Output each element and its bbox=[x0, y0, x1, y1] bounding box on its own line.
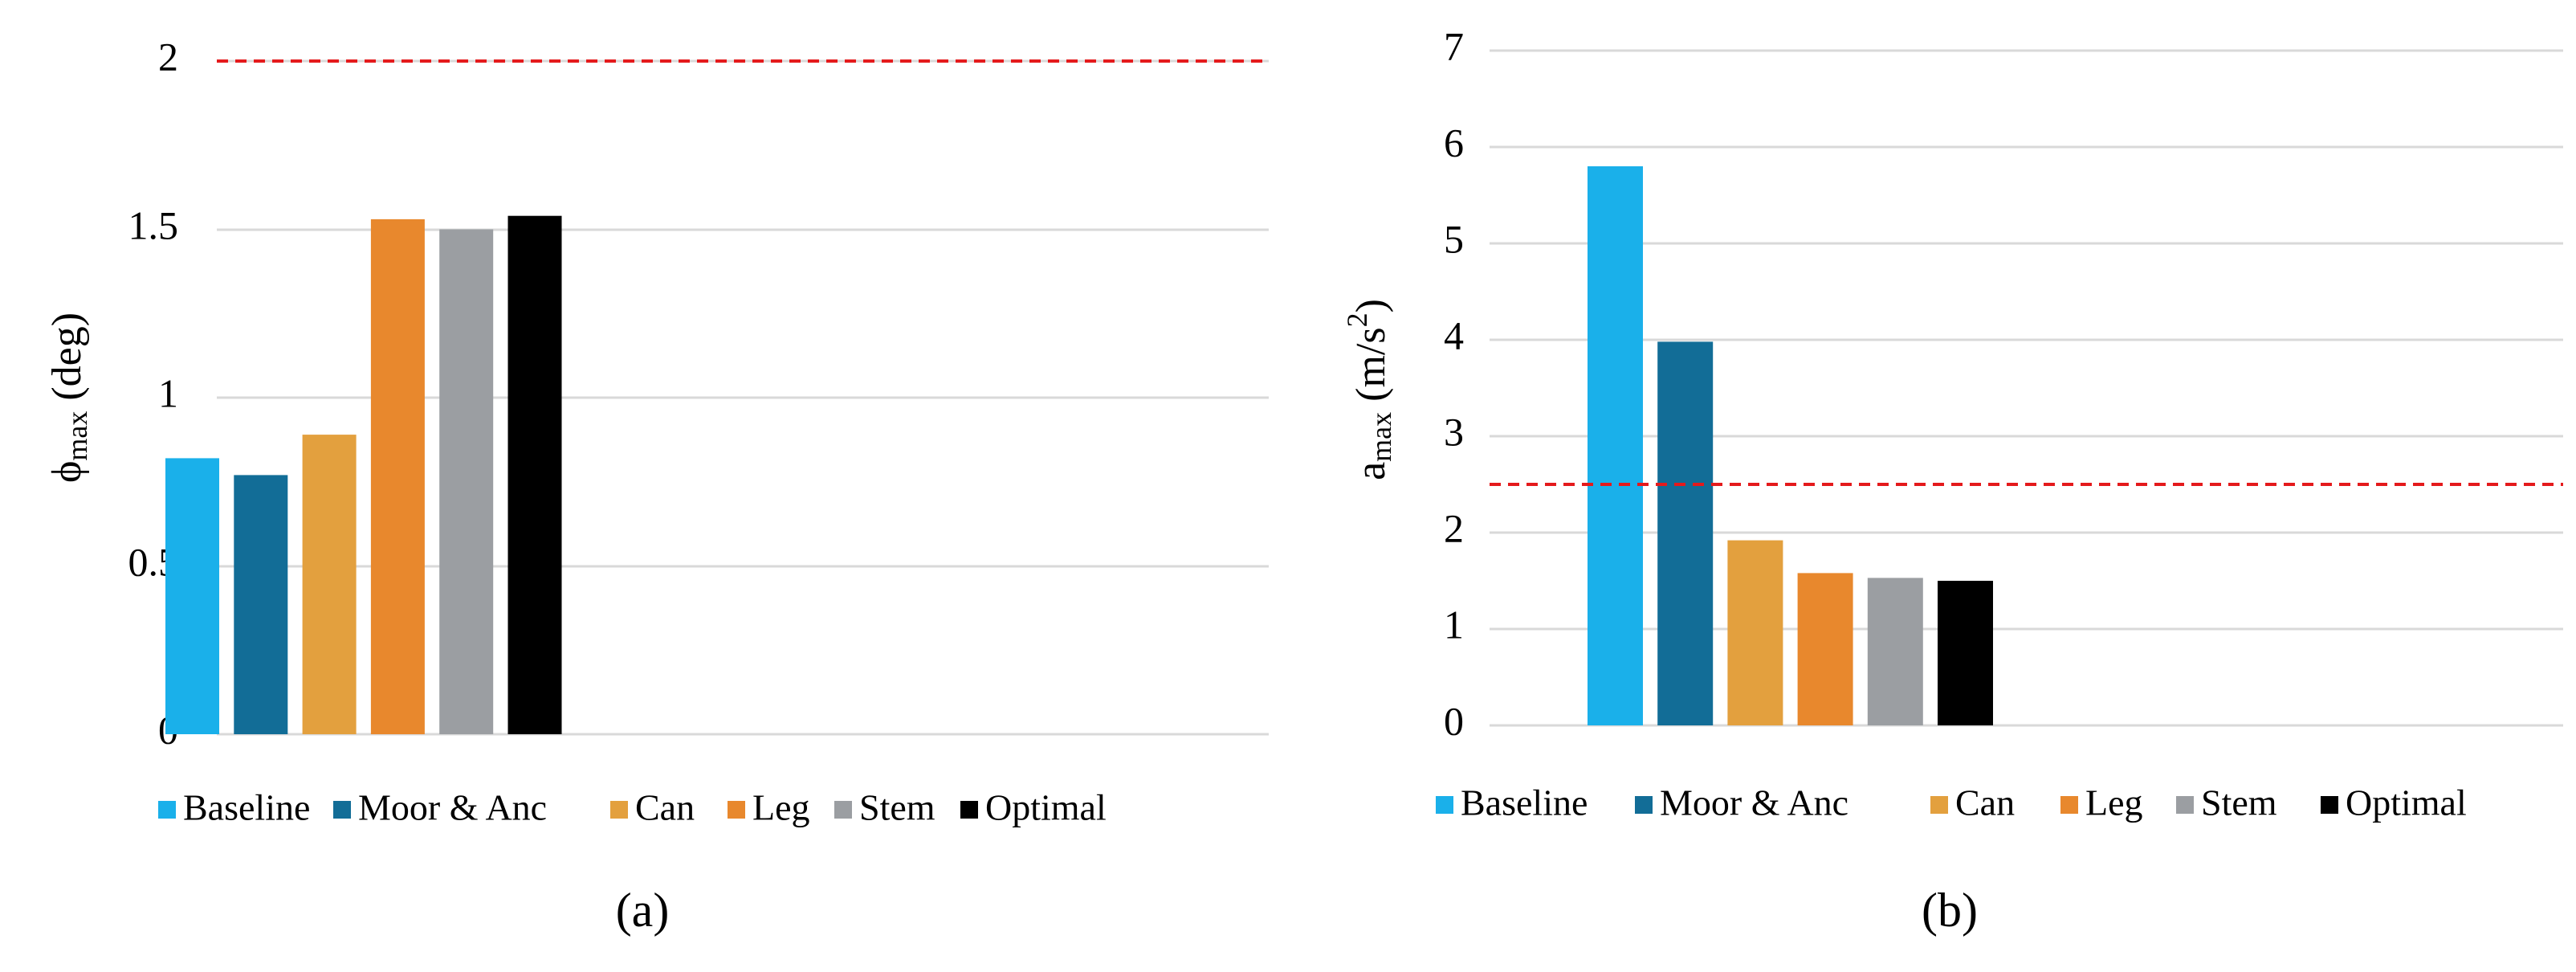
panel-b-legend-swatch-leg bbox=[2060, 796, 2078, 814]
panel-a-y-tick-label: 1 bbox=[158, 370, 178, 415]
panel-b-y-axis-label-mid: (m/s bbox=[1348, 327, 1394, 411]
panel-a-bar-can bbox=[302, 435, 357, 734]
panel-b-legend-swatch-moor-anc bbox=[1635, 796, 1653, 814]
panel-b-legend-label-leg: Leg bbox=[2085, 782, 2143, 823]
panel-a-y-axis-label-main: ϕ bbox=[44, 461, 90, 483]
panel-b-y-tick-label: 3 bbox=[1444, 409, 1464, 454]
panel-a-legend-label-can: Can bbox=[635, 787, 695, 828]
panel-b-legend-swatch-baseline bbox=[1436, 796, 1453, 814]
panel-b-legend-label-moor-anc: Moor & Anc bbox=[1660, 782, 1848, 823]
panel-a-bar-moor-anc bbox=[234, 475, 288, 734]
panel-a-y-tick-label: 1.5 bbox=[128, 202, 179, 247]
panel-a-legend-swatch-moor-anc bbox=[333, 801, 351, 819]
panel-a-y-axis-label-sub: max bbox=[61, 411, 93, 461]
panel-b-bar-can bbox=[1727, 540, 1783, 725]
panel-a-legend-label-optimal: Optimal bbox=[985, 787, 1107, 828]
panel-a-legend: Baseline Moor & Anc Can Leg Stem Optimal bbox=[158, 787, 1107, 828]
panel-a-y-axis-label-tail: (deg) bbox=[44, 312, 90, 411]
panel-b-y-tick-label: 6 bbox=[1444, 120, 1464, 165]
panel-a-legend-swatch-baseline bbox=[158, 801, 176, 819]
panel-b-bars bbox=[1588, 166, 1993, 725]
panel-a-caption: (a) bbox=[616, 884, 670, 937]
panel-b-y-tick-label: 1 bbox=[1444, 602, 1464, 647]
panel-b-bar-moor-anc bbox=[1657, 341, 1714, 725]
panel-b-bar-leg bbox=[1797, 573, 1853, 725]
panel-b-bar-stem bbox=[1867, 578, 1923, 725]
panel-b-caption: (b) bbox=[1922, 884, 1978, 937]
panel-a-legend-swatch-can bbox=[610, 801, 628, 819]
panel-a-y-tick-label: 2 bbox=[158, 34, 178, 79]
panel-b-y-tick-label: 5 bbox=[1444, 216, 1464, 261]
panel-b-bar-baseline bbox=[1588, 166, 1643, 725]
panel-a-bar-leg bbox=[370, 218, 425, 734]
panel-a-legend-label-stem: Stem bbox=[859, 787, 935, 828]
panel-a-bar-stem bbox=[439, 229, 494, 734]
panel-a-bars bbox=[165, 215, 562, 734]
panel-b-legend-label-stem: Stem bbox=[2201, 782, 2277, 823]
panel-b-y-tick-label: 0 bbox=[1444, 698, 1464, 743]
panel-b-y-ticks: 0 1 2 3 4 5 6 7 bbox=[1444, 23, 1464, 743]
panel-a-bar-optimal bbox=[507, 215, 562, 734]
panel-b-y-axis-label-main: a bbox=[1348, 462, 1394, 480]
panel-a-y-axis-label: ϕmax (deg) bbox=[44, 312, 93, 483]
panel-b-y-tick-label: 4 bbox=[1444, 312, 1464, 357]
panel-a-legend-swatch-optimal bbox=[960, 801, 978, 819]
panel-b-legend-swatch-stem bbox=[2176, 796, 2194, 814]
panel-b-y-tick-label: 7 bbox=[1444, 23, 1464, 68]
panel-a-legend-label-moor-anc: Moor & Anc bbox=[358, 787, 547, 828]
panel-a-legend-label-leg: Leg bbox=[752, 787, 810, 828]
panel-b-legend: Baseline Moor & Anc Can Leg Stem Optimal bbox=[1436, 782, 2467, 823]
panel-b-y-tick-label: 2 bbox=[1444, 505, 1464, 550]
panel-b-legend-label-can: Can bbox=[1955, 782, 2015, 823]
panel-b: 0 1 2 3 4 5 6 7 amax (m/s2) Baseline Moo… bbox=[1341, 23, 2563, 937]
panel-b-legend-label-baseline: Baseline bbox=[1461, 782, 1588, 823]
panel-b-bar-optimal bbox=[1938, 581, 1993, 725]
panel-b-legend-swatch-optimal bbox=[2321, 796, 2338, 814]
panel-b-gridlines bbox=[1490, 49, 2563, 727]
panel-b-y-axis-label-sup: 2 bbox=[1341, 312, 1373, 327]
panel-a-bar-baseline bbox=[165, 458, 219, 734]
panel-a-legend-label-baseline: Baseline bbox=[183, 787, 310, 828]
panel-a: 0 0.5 1 1.5 2 ϕmax (deg) Baseline Moor &… bbox=[44, 34, 1269, 937]
panel-b-y-axis-label-tail: ) bbox=[1348, 299, 1394, 312]
panel-b-y-axis-label: amax (m/s2) bbox=[1341, 299, 1397, 480]
panel-b-y-axis-label-sub: max bbox=[1365, 412, 1397, 462]
panel-b-legend-label-optimal: Optimal bbox=[2346, 782, 2467, 823]
panel-a-legend-swatch-stem bbox=[834, 801, 852, 819]
panel-a-legend-swatch-leg bbox=[728, 801, 745, 819]
panel-b-legend-swatch-can bbox=[1930, 796, 1948, 814]
